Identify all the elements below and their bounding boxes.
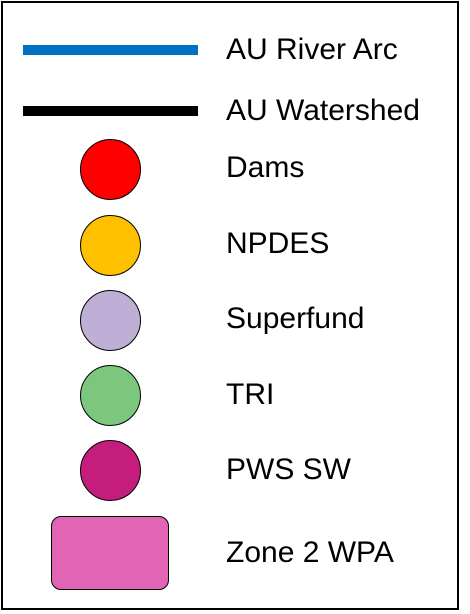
npdes-circle-icon [80,215,141,276]
dam-circle-icon [80,139,141,200]
legend-label: TRI [226,378,275,411]
legend-label: Zone 2 WPA [226,536,394,569]
river-arc-line-icon [23,45,198,55]
watershed-line-icon [23,106,198,116]
legend-label: AU Watershed [226,94,420,127]
superfund-circle-icon [80,290,141,351]
zone-2-wpa-rectangle-icon [51,516,169,590]
legend-label: Superfund [226,302,365,335]
map-legend: AU River Arc AU Watershed Dams NPDES Sup… [1,1,459,610]
legend-label: NPDES [226,227,330,260]
legend-label: Dams [226,151,305,184]
legend-label: PWS SW [226,453,351,486]
legend-label: AU River Arc [226,33,398,66]
tri-circle-icon [80,365,141,426]
pws-sw-circle-icon [80,440,141,501]
